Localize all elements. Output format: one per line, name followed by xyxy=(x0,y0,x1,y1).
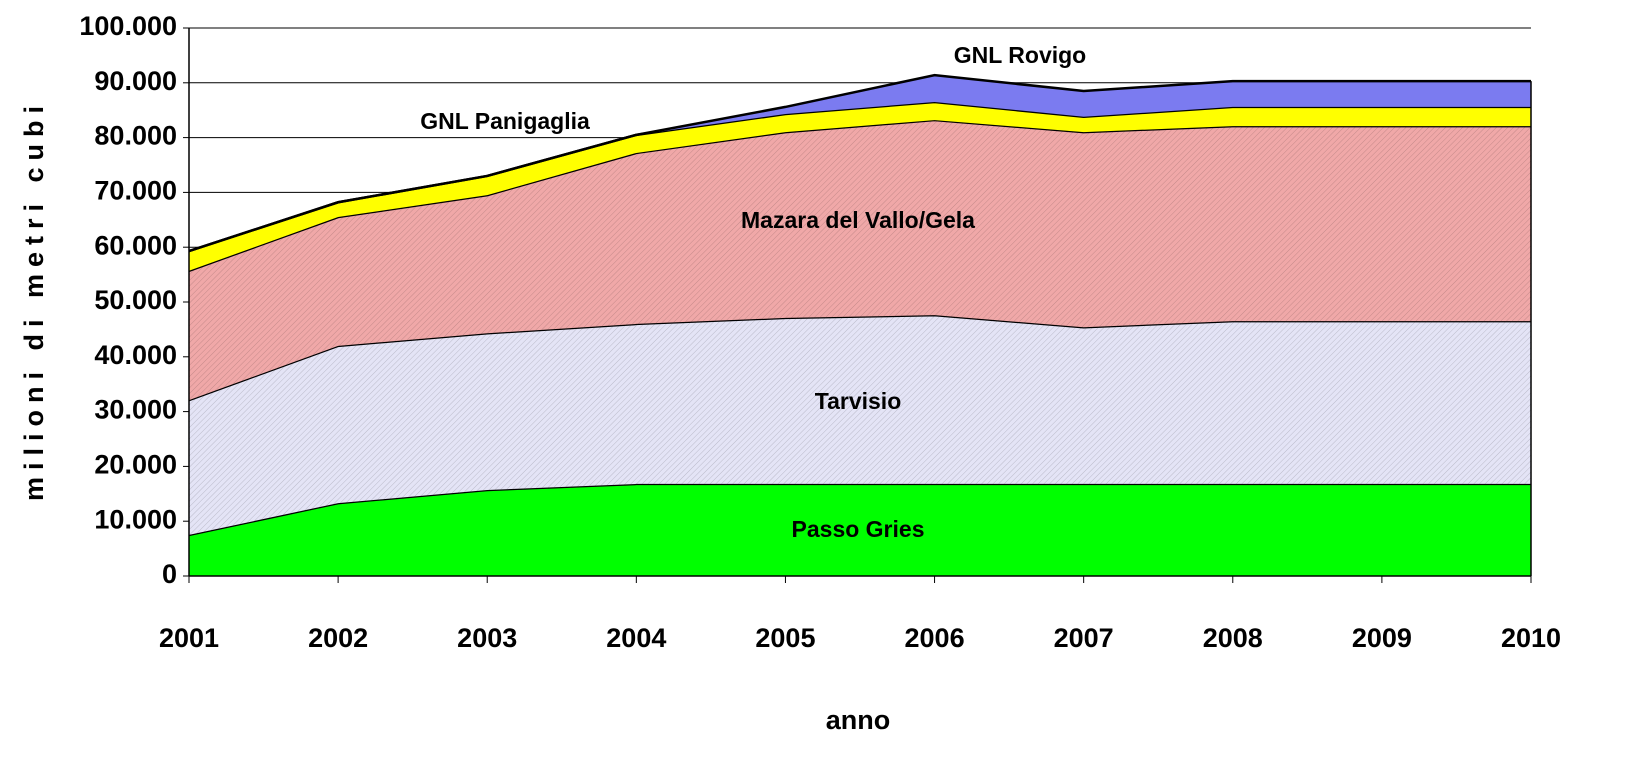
y-tick-label: 70.000 xyxy=(94,176,177,206)
x-tick-label: 2001 xyxy=(159,623,219,653)
y-tick-label: 10.000 xyxy=(94,504,177,534)
x-axis-title: anno xyxy=(826,705,891,735)
y-axis-title: milioni di metri cubi xyxy=(19,99,49,501)
x-tick-label: 2006 xyxy=(905,623,965,653)
y-tick-label: 0 xyxy=(162,559,177,589)
x-tick-label: 2007 xyxy=(1054,623,1114,653)
x-tick-label: 2009 xyxy=(1352,623,1412,653)
area xyxy=(189,483,1531,576)
x-tick-label: 2003 xyxy=(457,623,517,653)
x-tick-label: 2004 xyxy=(606,623,666,653)
x-tick-label: 2002 xyxy=(308,623,368,653)
y-tick-label: 40.000 xyxy=(94,340,177,370)
y-tick-label: 80.000 xyxy=(94,121,177,151)
area-label: Passo Gries xyxy=(792,516,925,542)
x-tick-label: 2010 xyxy=(1501,623,1561,653)
y-tick-label: 20.000 xyxy=(94,450,177,480)
area-label: GNL Rovigo xyxy=(954,42,1086,68)
area xyxy=(189,101,1531,271)
area-hatch xyxy=(189,315,1531,535)
area-edge xyxy=(188,73,1531,253)
area xyxy=(189,75,1531,252)
y-tick-label: 60.000 xyxy=(94,230,177,260)
x-tick-label: 2005 xyxy=(755,623,815,653)
area-label: GNL Panigaglia xyxy=(420,108,590,134)
area-label: Mazara del Vallo/Gela xyxy=(741,207,975,233)
area-hatch xyxy=(189,120,1531,401)
y-tick-label: 100.000 xyxy=(79,11,177,41)
y-tick-label: 90.000 xyxy=(94,66,177,96)
y-tick-label: 50.000 xyxy=(94,285,177,315)
y-tick-label: 30.000 xyxy=(94,395,177,425)
x-tick-label: 2008 xyxy=(1203,623,1263,653)
area-label: Tarvisio xyxy=(815,388,902,414)
